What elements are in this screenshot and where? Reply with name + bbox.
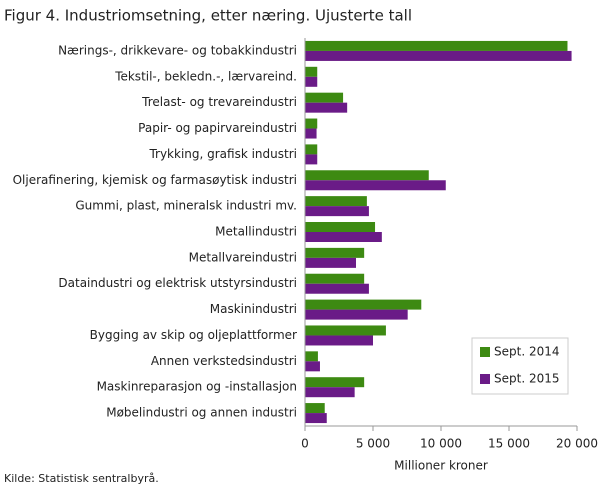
bar <box>305 413 327 424</box>
source: Kilde: Statistisk sentralbyrå. <box>4 472 159 485</box>
bar <box>305 222 376 232</box>
bar <box>305 128 317 139</box>
legend-swatch <box>480 374 490 384</box>
bar <box>305 299 422 310</box>
bar <box>305 351 318 362</box>
legend-box <box>471 337 569 395</box>
bar <box>305 180 446 191</box>
x-tick-label: 5 000 <box>356 437 390 451</box>
y-tick-label: Dataindustri og elektrisk utstyrsindustr… <box>58 276 297 290</box>
bar <box>305 403 325 414</box>
bar <box>305 273 365 284</box>
bar <box>305 283 369 294</box>
bar <box>305 40 568 51</box>
y-tick-label: Nærings-, drikkevare- og tobakkindustri <box>58 43 297 57</box>
bar <box>305 102 348 113</box>
bar <box>305 50 572 61</box>
bar <box>305 144 318 155</box>
x-tick-label: 0 <box>301 437 309 451</box>
y-tick-label: Trelast- og trevareindustri <box>141 95 297 109</box>
y-tick-label: Trykking, grafisk industri <box>148 147 297 161</box>
y-tick-label: Møbelindustri og annen industri <box>106 406 297 420</box>
bar <box>305 66 318 77</box>
y-tick-label: Maskinindustri <box>210 302 297 316</box>
legend-swatch <box>480 347 490 357</box>
y-tick-label: Metallvareindustri <box>189 250 297 264</box>
x-tick-label: 10 000 <box>420 437 462 451</box>
bar <box>305 76 318 87</box>
bar <box>305 387 355 398</box>
bar <box>305 377 365 388</box>
x-tick-label: 15 000 <box>488 437 530 451</box>
bar <box>305 309 408 320</box>
bar <box>305 325 386 336</box>
bar <box>305 232 382 242</box>
bar <box>305 257 356 268</box>
x-axis-label: Millioner kroner <box>394 459 488 473</box>
bar <box>305 206 369 217</box>
y-tick-label: Oljerafinering, kjemisk og farmasøytisk … <box>13 173 297 187</box>
y-tick-label: Papir- og papirvareindustri <box>138 121 297 135</box>
bar <box>305 196 367 207</box>
y-tick-label: Metallindustri <box>215 225 297 239</box>
y-tick-label: Annen verkstedsindustri <box>151 354 297 368</box>
bar <box>305 170 429 181</box>
bar <box>305 118 318 129</box>
y-tick-label: Tekstil-, bekledn.-, lærvareind. <box>114 69 297 83</box>
bar <box>305 247 365 258</box>
bar <box>305 92 344 103</box>
legend-label: Sept. 2014 <box>494 345 560 359</box>
y-tick-label: Gummi, plast, mineralsk industri mv. <box>75 199 297 213</box>
bar <box>305 154 318 165</box>
y-tick-label: Maskinreparasjon og -installasjon <box>97 380 297 394</box>
y-tick-label: Bygging av skip og oljeplattformer <box>90 328 297 342</box>
bar <box>305 335 373 346</box>
legend-label: Sept. 2015 <box>494 372 560 386</box>
x-tick-label: 20 000 <box>556 437 598 451</box>
bar <box>305 361 320 372</box>
chart-title: Figur 4. Industriomsetning, etter næring… <box>4 7 412 25</box>
